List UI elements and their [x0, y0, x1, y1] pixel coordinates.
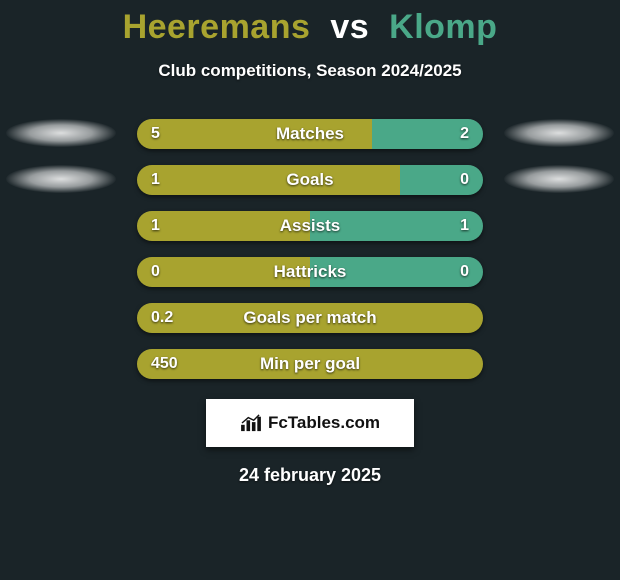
stat-row: Goals10: [0, 157, 620, 203]
subtitle: Club competitions, Season 2024/2025: [0, 61, 620, 81]
bar-segment-right: [310, 211, 483, 241]
chart-icon: [240, 414, 262, 432]
stat-bar: Goals per match0.2: [137, 303, 483, 333]
stat-row: Matches52: [0, 111, 620, 157]
glow-right: [504, 119, 614, 147]
bar-segment-left: [137, 211, 310, 241]
source-badge: FcTables.com: [206, 399, 414, 447]
bar-segment-right: [400, 165, 483, 195]
stat-row: Hattricks00: [0, 249, 620, 295]
stat-row: Min per goal450: [0, 341, 620, 387]
stat-bar: Matches52: [137, 119, 483, 149]
bar-segment-right: [310, 257, 483, 287]
vs-text: vs: [330, 8, 369, 46]
stat-row: Assists11: [0, 203, 620, 249]
player2-name: Klomp: [389, 8, 497, 46]
bar-segment-left: [137, 165, 400, 195]
badge-text: FcTables.com: [268, 413, 380, 433]
bar-segment-left: [137, 303, 483, 333]
footer-date: 24 february 2025: [0, 465, 620, 486]
stat-bar: Hattricks00: [137, 257, 483, 287]
bar-segment-left: [137, 257, 310, 287]
bar-segment-left: [137, 119, 372, 149]
stat-row: Goals per match0.2: [0, 295, 620, 341]
comparison-title: Heeremans vs Klomp: [0, 0, 620, 47]
glow-left: [6, 165, 116, 193]
stats-container: Matches52 Goals10 Assists11 Hattricks00 Goal…: [0, 111, 620, 387]
stat-bar: Goals10: [137, 165, 483, 195]
player1-name: Heeremans: [123, 8, 311, 46]
stat-bar: Min per goal450: [137, 349, 483, 379]
stat-bar: Assists11: [137, 211, 483, 241]
bar-segment-left: [137, 349, 483, 379]
glow-left: [6, 119, 116, 147]
glow-right: [504, 165, 614, 193]
bar-segment-right: [372, 119, 483, 149]
